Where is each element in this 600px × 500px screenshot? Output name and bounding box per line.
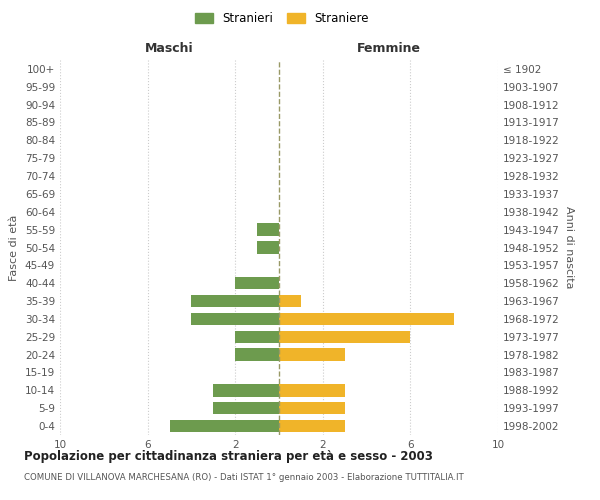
Bar [169, 420, 279, 432]
Y-axis label: Anni di nascita: Anni di nascita [563, 206, 574, 289]
Text: COMUNE DI VILLANOVA MARCHESANA (RO) - Dati ISTAT 1° gennaio 2003 - Elaborazione : COMUNE DI VILLANOVA MARCHESANA (RO) - Da… [24, 472, 464, 482]
Bar [214, 402, 279, 414]
Bar [191, 312, 279, 325]
Y-axis label: Fasce di età: Fasce di età [10, 214, 19, 280]
Text: Popolazione per cittadinanza straniera per età e sesso - 2003: Popolazione per cittadinanza straniera p… [24, 450, 433, 463]
Text: Femmine: Femmine [356, 42, 421, 54]
Bar [279, 330, 410, 343]
Bar [279, 402, 345, 414]
Legend: Stranieri, Straniere: Stranieri, Straniere [191, 8, 373, 28]
Bar [279, 384, 345, 396]
Bar [235, 277, 279, 289]
Bar [279, 312, 454, 325]
Bar [279, 348, 345, 361]
Bar [257, 224, 279, 236]
Bar [191, 295, 279, 308]
Text: Maschi: Maschi [145, 42, 194, 54]
Bar [235, 348, 279, 361]
Bar [214, 384, 279, 396]
Bar [257, 242, 279, 254]
Bar [279, 420, 345, 432]
Bar [279, 295, 301, 308]
Bar [235, 330, 279, 343]
